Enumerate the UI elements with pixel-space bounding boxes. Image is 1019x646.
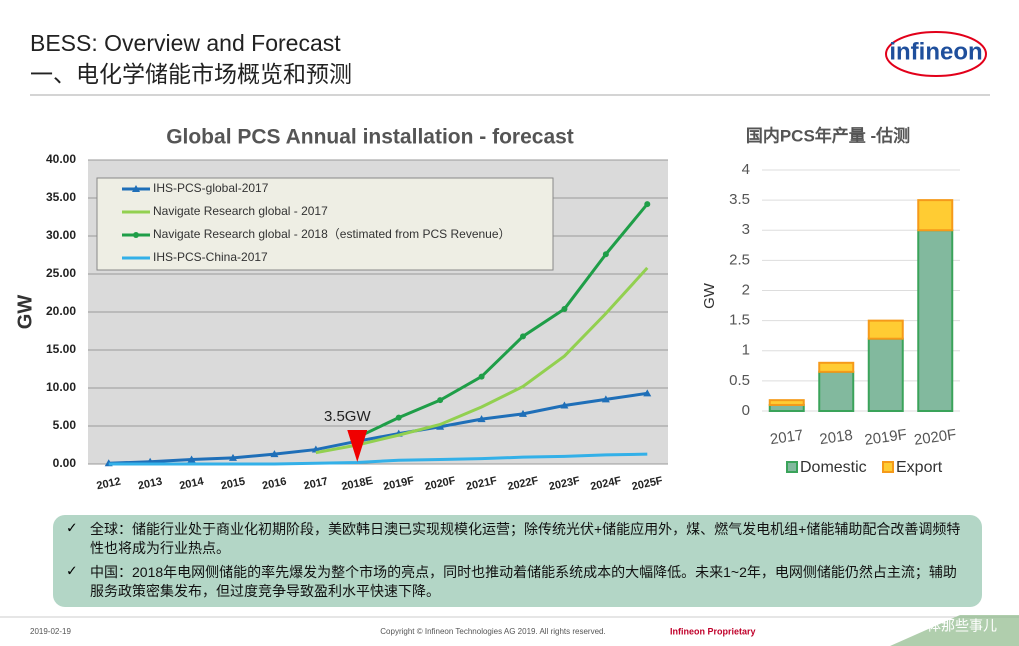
- bar-segment: [818, 370, 855, 412]
- series-line: [315, 266, 649, 455]
- x-tick-label: 2019F: [382, 475, 415, 493]
- bar-segment: [867, 337, 904, 413]
- point-marker: [644, 201, 651, 208]
- point-marker: [519, 409, 527, 417]
- point-marker: [436, 422, 445, 430]
- y-tick-label: 3: [742, 221, 750, 238]
- y-axis-label: GW: [701, 282, 718, 309]
- y-tick-label: 2.5: [729, 251, 750, 268]
- logo-swoosh: [885, 31, 987, 77]
- point-marker: [478, 373, 485, 380]
- legend-label: Export: [896, 459, 943, 476]
- y-tick-label: 15.00: [46, 342, 76, 356]
- point-marker: [270, 450, 279, 458]
- point-marker: [560, 401, 569, 409]
- y-tick-label: 25.00: [46, 266, 76, 280]
- slide-subtitle: 一、电化学储能市场概览和预测: [30, 61, 352, 87]
- y-tick-label: 0: [742, 402, 750, 419]
- legend-label: IHS-PCS-global-2017: [153, 181, 269, 195]
- footer-classification: Infineon Proprietary: [670, 626, 756, 636]
- bullet: ✓: [66, 563, 78, 579]
- note: 中国：2018年电网侧储能的率先爆发为整个市场的亮点，同时也推动着储能系统成本的…: [90, 564, 957, 599]
- slide-title: BESS: Overview and Forecast: [30, 30, 341, 56]
- legend-box: [96, 177, 554, 271]
- notes-box: [53, 515, 982, 607]
- legend-marker: [132, 185, 140, 192]
- chart-title: 国内PCS年产量 -估测: [746, 125, 910, 145]
- x-tick-label: 2020F: [424, 475, 457, 493]
- point-marker: [643, 389, 652, 397]
- y-tick-label: 2: [742, 281, 750, 298]
- point-marker: [477, 415, 486, 423]
- point-marker: [395, 414, 402, 421]
- bar-segment: [768, 399, 805, 406]
- x-tick-label: 2014: [178, 475, 205, 492]
- bar-segment: [818, 361, 855, 373]
- y-tick-label: 35.00: [46, 190, 76, 204]
- point-marker: [601, 395, 610, 403]
- legend-label: Navigate Research global - 2018（estimate…: [153, 227, 511, 241]
- bullet: ✓: [66, 520, 78, 536]
- y-axis-label: GW: [14, 295, 36, 330]
- point-marker: [602, 251, 609, 258]
- series-line: [108, 391, 648, 465]
- x-tick-label: 2024F: [589, 475, 622, 493]
- x-tick-label: 2023F: [548, 475, 581, 493]
- annotation-arrow: [347, 430, 368, 462]
- x-tick-label: 2018: [818, 427, 853, 448]
- x-tick-label: 2013: [137, 475, 163, 492]
- point-marker: [229, 453, 237, 461]
- series-line: [356, 203, 649, 439]
- y-tick-label: 30.00: [46, 228, 76, 242]
- y-tick-label: 0.5: [729, 372, 750, 389]
- x-tick-label: 2015: [220, 475, 246, 492]
- y-tick-label: 1: [742, 342, 750, 359]
- legend-label: Navigate Research global - 2017: [153, 204, 328, 218]
- point-marker: [437, 397, 444, 404]
- y-tick-label: 40.00: [46, 152, 76, 166]
- x-tick-label: 2016: [261, 475, 287, 492]
- legend-swatch: [786, 461, 798, 473]
- x-tick-label: 2017: [303, 475, 329, 492]
- x-tick-label: 2017: [769, 427, 804, 448]
- y-tick-label: 5.00: [53, 418, 77, 432]
- legend-swatch: [882, 461, 894, 473]
- x-tick-label: 2012: [95, 475, 121, 492]
- bar-segment: [917, 199, 954, 232]
- x-tick-label: 2020F: [913, 426, 957, 449]
- point-marker: [561, 305, 568, 312]
- x-tick-label: 2021F: [465, 475, 498, 493]
- x-tick-label: 2025F: [631, 475, 664, 493]
- legend-marker: [133, 232, 139, 238]
- note: 全球：储能行业处于商业化初期阶段，美欧韩日澳已实现规模化运营；除传统光伏+储能应…: [90, 521, 961, 556]
- footer-copyright: Copyright © Infineon Technologies AG 201…: [380, 627, 605, 636]
- y-tick-label: 3.5: [729, 191, 750, 208]
- x-tick-label: 2022F: [506, 475, 539, 493]
- bar-segment: [917, 229, 954, 412]
- y-tick-label: 1.5: [729, 312, 750, 329]
- x-tick-label: 2019F: [863, 426, 907, 449]
- bar-segment: [867, 319, 904, 340]
- y-tick-label: 10.00: [46, 380, 76, 394]
- y-tick-label: 0.00: [53, 456, 77, 470]
- chart-title: Global PCS Annual installation - forecas…: [166, 126, 574, 149]
- series-line: [108, 452, 648, 466]
- y-tick-label: 4: [742, 161, 750, 178]
- y-tick-label: 20.00: [46, 304, 76, 318]
- annotation: 3.5GW: [324, 408, 372, 425]
- watermark-bg: [890, 615, 1019, 646]
- logo: infineon: [889, 38, 982, 65]
- x-tick-label: 2018E: [340, 475, 374, 493]
- point-marker: [520, 333, 526, 340]
- legend-label: Domestic: [800, 459, 867, 476]
- legend-label: IHS-PCS-China-2017: [153, 250, 268, 264]
- watermark: 半导体那些事儿: [899, 618, 997, 634]
- footer-date: 2019-02-19: [30, 627, 71, 636]
- point-marker: [187, 455, 196, 463]
